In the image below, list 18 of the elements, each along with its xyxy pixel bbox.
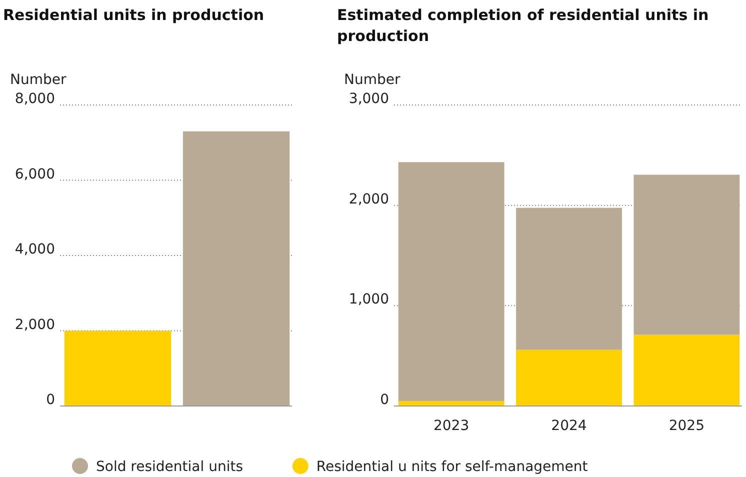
y-tick-label: 1,000 <box>348 292 389 308</box>
legend-label: Residential u nits for self-management <box>316 459 588 475</box>
y-tick-label: 4,000 <box>14 242 55 258</box>
y-tick-label: 0 <box>46 392 55 408</box>
legend-label: Sold residential units <box>96 459 244 475</box>
x-tick-label: 2025 <box>668 418 705 434</box>
y-tick-label: 6,000 <box>14 166 55 182</box>
y-tick-label: 3,000 <box>348 91 389 107</box>
y-axis-title: Number <box>344 72 400 88</box>
chart-title: Estimated completion of residential units in production <box>337 6 709 45</box>
x-tick-label: 2023 <box>433 418 470 434</box>
y-axis-title: Number <box>10 72 66 88</box>
x-tick-label: 2024 <box>551 418 587 434</box>
chart-title: Residential units in production <box>3 6 264 24</box>
y-tick-label: 2,000 <box>14 316 55 333</box>
y-tick-label: 0 <box>380 392 389 408</box>
y-tick-label: 8,000 <box>14 91 55 107</box>
y-tick-label: 2,000 <box>348 191 389 208</box>
